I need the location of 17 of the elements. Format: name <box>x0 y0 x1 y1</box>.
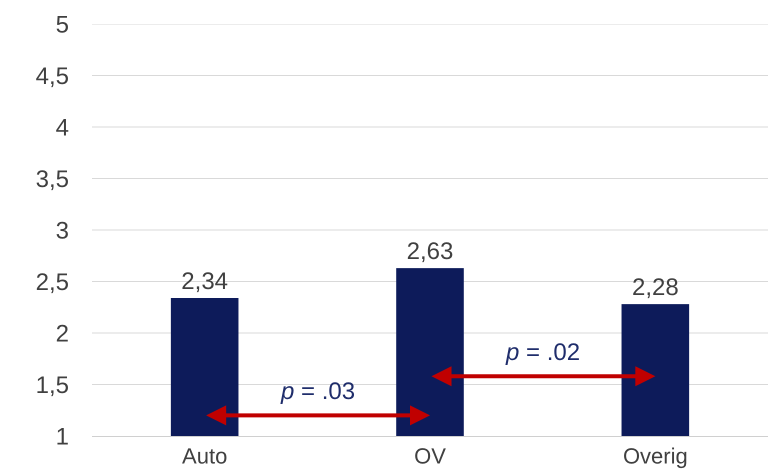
y-tick-label: 5 <box>56 11 69 38</box>
data-label: 2,28 <box>632 274 679 302</box>
y-tick-label: 4,5 <box>36 62 69 90</box>
data-label: 2,63 <box>406 238 454 266</box>
y-tick-label: 2,5 <box>36 268 69 296</box>
data-label: 2,34 <box>181 268 228 295</box>
y-tick-label: 3 <box>56 217 69 244</box>
y-tick-label: 1 <box>56 423 69 450</box>
y-tick-label: 4 <box>56 114 69 142</box>
y-tick-label: 1,5 <box>36 372 69 399</box>
x-tick-label: Auto <box>182 443 228 468</box>
x-tick-label: OV <box>414 443 446 468</box>
x-tick-label: Overig <box>622 443 688 468</box>
y-tick-label: 2 <box>56 320 69 348</box>
y-tick-label: 3,5 <box>36 166 69 193</box>
annotation: p = .03 <box>280 378 356 405</box>
annotation: p = .02 <box>505 339 580 366</box>
